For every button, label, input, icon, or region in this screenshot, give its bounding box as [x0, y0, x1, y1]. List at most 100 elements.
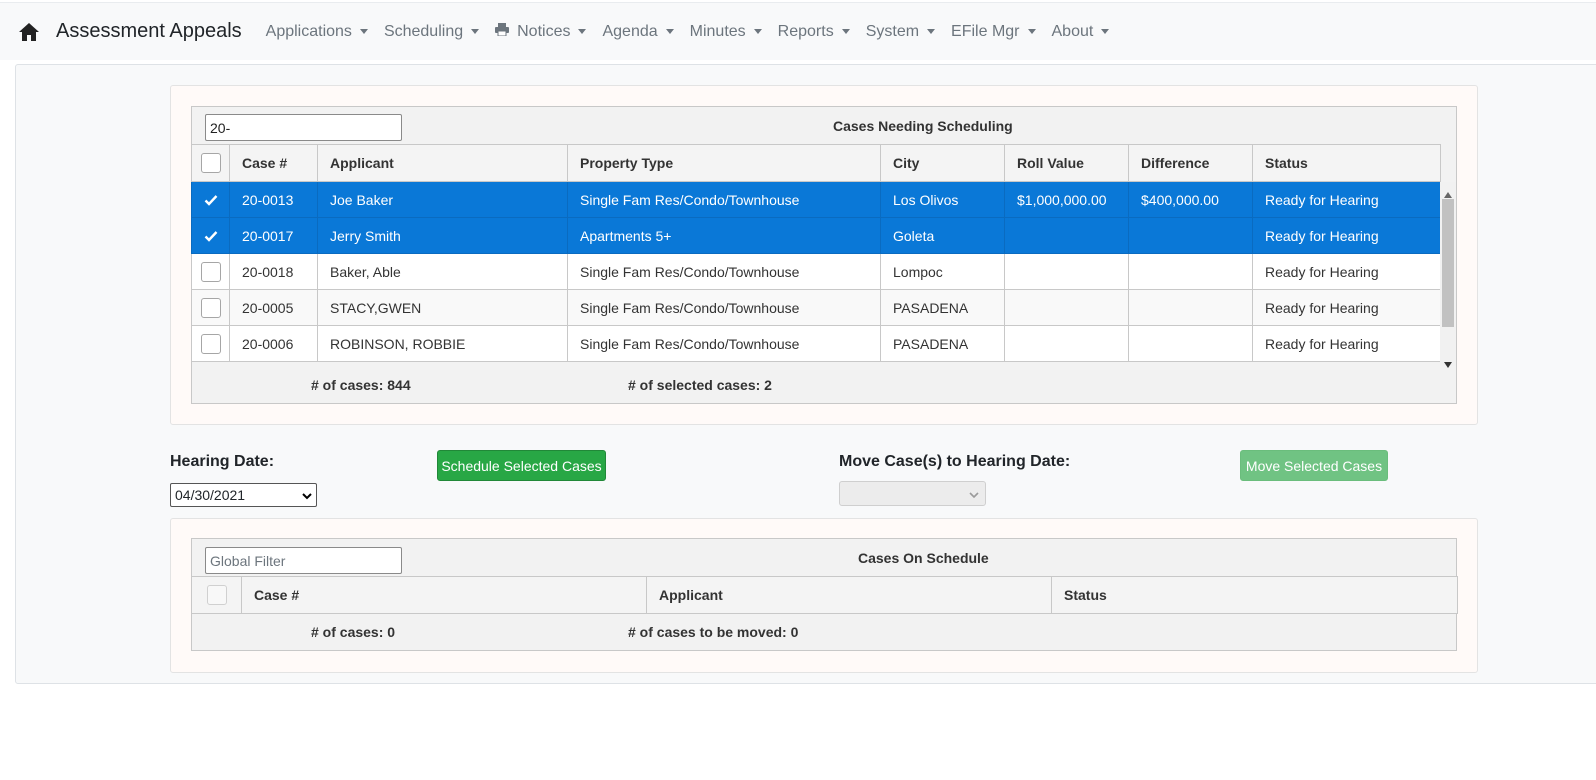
- hearing-date-select[interactable]: 04/30/2021: [170, 483, 317, 507]
- row-checkbox-cell: [191, 181, 230, 218]
- cell-roll-value: [1004, 289, 1129, 326]
- select-all-cell: [191, 144, 230, 182]
- printer-icon: [495, 22, 510, 41]
- menu-notices[interactable]: Notices: [487, 22, 594, 41]
- table-row[interactable]: 20-0013 Joe Baker Single Fam Res/Condo/T…: [191, 181, 1441, 218]
- cell-property-type: Apartments 5+: [567, 217, 881, 254]
- menu-applications[interactable]: Applications: [258, 23, 376, 41]
- scroll-thumb[interactable]: [1442, 199, 1454, 327]
- hearing-date-label: Hearing Date:: [170, 453, 275, 470]
- column-header-difference[interactable]: Difference: [1128, 144, 1253, 182]
- column-header-applicant[interactable]: Applicant: [646, 576, 1052, 614]
- cell-roll-value: $1,000,000.00: [1004, 181, 1129, 218]
- caret-down-icon: [578, 29, 587, 34]
- cell-case: 20-0013: [229, 181, 318, 218]
- cell-difference: [1128, 217, 1253, 254]
- cell-property-type: Single Fam Res/Condo/Townhouse: [567, 253, 881, 290]
- cell-city: Lompoc: [880, 253, 1005, 290]
- select-all-cell: [191, 576, 242, 614]
- global-filter-input[interactable]: [205, 547, 402, 574]
- checkmark-icon[interactable]: [201, 190, 221, 210]
- on-schedule-table: Case # Applicant Status: [191, 576, 1458, 614]
- column-header-case[interactable]: Case #: [241, 576, 647, 614]
- cell-property-type: Single Fam Res/Condo/Townhouse: [567, 289, 881, 326]
- scroll-up-icon[interactable]: [1444, 185, 1452, 201]
- column-header-roll-value[interactable]: Roll Value: [1004, 144, 1129, 182]
- cell-city: PASADENA: [880, 289, 1005, 326]
- scroll-down-icon[interactable]: [1444, 355, 1452, 371]
- cell-case: 20-0017: [229, 217, 318, 254]
- row-checkbox[interactable]: [200, 333, 221, 354]
- menu-efile-mgr-label: EFile Mgr: [951, 22, 1020, 40]
- column-header-status[interactable]: Status: [1252, 144, 1441, 182]
- caret-down-icon: [1101, 29, 1110, 34]
- menu-scheduling-label: Scheduling: [383, 22, 464, 40]
- needing-case-count: # of cases: 844: [311, 377, 411, 393]
- column-header-city[interactable]: City: [880, 144, 1005, 182]
- row-checkbox-cell: [191, 325, 230, 362]
- cases-to-be-moved-count: # of cases to be moved: 0: [628, 624, 799, 640]
- cell-status: Ready for Hearing: [1252, 325, 1441, 362]
- menu-reports[interactable]: Reports: [770, 23, 858, 41]
- table-row[interactable]: 20-0006 ROBINSON, ROBBIE Single Fam Res/…: [191, 325, 1441, 362]
- menu-efile-mgr[interactable]: EFile Mgr: [943, 23, 1043, 41]
- cell-case: 20-0006: [229, 325, 318, 362]
- cell-applicant: Baker, Able: [317, 253, 568, 290]
- checkmark-icon[interactable]: [201, 226, 221, 246]
- cell-applicant: Joe Baker: [317, 181, 568, 218]
- row-checkbox[interactable]: [200, 297, 221, 318]
- cell-property-type: Single Fam Res/Condo/Townhouse: [567, 325, 881, 362]
- move-selected-cases-button[interactable]: Move Selected Cases: [1240, 450, 1388, 481]
- move-date-select[interactable]: [839, 481, 986, 506]
- cell-city: PASADENA: [880, 325, 1005, 362]
- menu-scheduling[interactable]: Scheduling: [376, 23, 487, 41]
- column-header-case[interactable]: Case #: [229, 144, 318, 182]
- cell-roll-value: [1004, 325, 1129, 362]
- cell-difference: [1128, 325, 1253, 362]
- cell-status: Ready for Hearing: [1252, 253, 1441, 290]
- row-checkbox-cell: [191, 217, 230, 254]
- menu-system[interactable]: System: [858, 23, 943, 41]
- needing-scrollbar[interactable]: [1440, 182, 1456, 368]
- cell-status: Ready for Hearing: [1252, 217, 1441, 254]
- row-checkbox-cell: [191, 289, 230, 326]
- caret-down-icon: [753, 29, 762, 34]
- menu-minutes-label: Minutes: [689, 22, 746, 40]
- cell-difference: $400,000.00: [1128, 181, 1253, 218]
- cell-difference: [1128, 289, 1253, 326]
- chevron-down-icon: [969, 486, 979, 502]
- table-header-row: Case # Applicant Property Type City Roll…: [191, 144, 1441, 182]
- cell-status: Ready for Hearing: [1252, 289, 1441, 326]
- select-all-checkbox[interactable]: [206, 585, 227, 605]
- hearing-date-value: 04/30/2021: [175, 487, 246, 503]
- brand-title[interactable]: Assessment Appeals: [56, 20, 242, 42]
- cell-roll-value: [1004, 253, 1129, 290]
- menu-applications-label: Applications: [265, 22, 352, 40]
- home-icon[interactable]: [16, 19, 42, 45]
- menu-notices-label: Notices: [517, 22, 571, 40]
- table-row[interactable]: 20-0017 Jerry Smith Apartments 5+ Goleta…: [191, 217, 1441, 254]
- menu-about[interactable]: About: [1044, 23, 1118, 41]
- move-date-label: Move Case(s) to Hearing Date:: [839, 453, 1071, 470]
- needing-grid-title: Cases Needing Scheduling: [833, 118, 1013, 134]
- table-row[interactable]: 20-0005 STACY,GWEN Single Fam Res/Condo/…: [191, 289, 1441, 326]
- cell-difference: [1128, 253, 1253, 290]
- caret-down-icon: [665, 29, 674, 34]
- schedule-selected-cases-button[interactable]: Schedule Selected Cases: [437, 450, 606, 481]
- menu-agenda[interactable]: Agenda: [594, 23, 681, 41]
- row-checkbox-cell: [191, 253, 230, 290]
- select-all-checkbox[interactable]: [200, 153, 221, 173]
- column-header-applicant[interactable]: Applicant: [317, 144, 568, 182]
- needing-table: Case # Applicant Property Type City Roll…: [191, 144, 1441, 362]
- caret-down-icon: [927, 29, 936, 34]
- menu-minutes[interactable]: Minutes: [682, 23, 770, 41]
- needing-filter-input[interactable]: [205, 114, 402, 141]
- column-header-status[interactable]: Status: [1051, 576, 1458, 614]
- cell-city: Los Olivos: [880, 181, 1005, 218]
- on-schedule-grid-title: Cases On Schedule: [858, 550, 989, 566]
- column-header-property-type[interactable]: Property Type: [567, 144, 881, 182]
- cell-applicant: ROBINSON, ROBBIE: [317, 325, 568, 362]
- table-row[interactable]: 20-0018 Baker, Able Single Fam Res/Condo…: [191, 253, 1441, 290]
- cell-case: 20-0005: [229, 289, 318, 326]
- row-checkbox[interactable]: [200, 261, 221, 282]
